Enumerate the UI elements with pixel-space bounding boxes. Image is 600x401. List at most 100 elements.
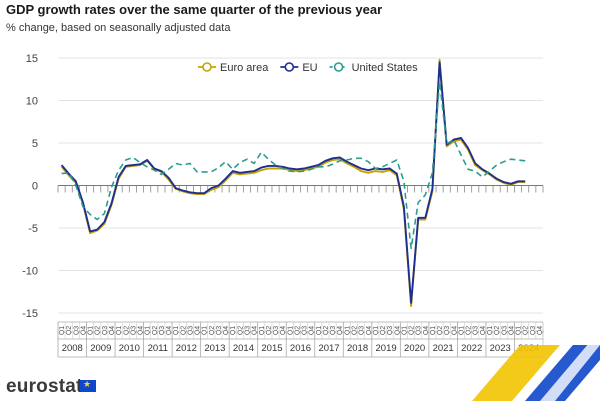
quarter-label: Q1 [516, 326, 523, 335]
quarter-label: Q4 [451, 326, 458, 335]
year-label: 2009 [90, 343, 111, 354]
quarter-label: Q3 [102, 326, 109, 335]
year-label: 2016 [290, 343, 311, 354]
quarter-label: Q2 [66, 326, 73, 335]
year-label: 2023 [490, 343, 511, 354]
quarter-label: Q3 [130, 326, 137, 335]
legend-item-united-states: United States [329, 62, 419, 74]
year-label: 2017 [318, 343, 339, 354]
quarter-label: Q3 [216, 326, 223, 335]
y-tick-label: -5 [28, 223, 38, 235]
quarter-label: Q1 [230, 326, 237, 335]
quarter-label: Q4 [366, 326, 373, 335]
quarter-label: Q3 [501, 326, 508, 335]
year-label: 2013 [204, 343, 225, 354]
quarter-label: Q2 [266, 326, 273, 335]
quarter-label: Q1 [202, 326, 209, 335]
quarter-label: Q1 [116, 326, 123, 335]
year-label: 2018 [347, 343, 368, 354]
quarter-label: Q3 [444, 326, 451, 335]
quarter-label: Q3 [387, 326, 394, 335]
y-tick-label: 15 [26, 53, 38, 65]
year-label: 2012 [176, 343, 197, 354]
year-label: 2010 [119, 343, 140, 354]
eu-flag-icon [80, 379, 96, 392]
quarter-label: Q1 [430, 326, 437, 335]
y-tick-label: 0 [32, 181, 38, 193]
legend-label: Euro area [220, 62, 269, 74]
year-label: 2011 [148, 343, 168, 354]
quarter-label: Q2 [237, 326, 244, 335]
quarter-label: Q1 [259, 326, 266, 335]
quarter-label: Q3 [73, 326, 80, 335]
y-tick-label: 10 [26, 96, 38, 108]
quarter-label: Q3 [159, 326, 166, 335]
quarter-label: Q4 [280, 326, 287, 335]
quarter-label: Q4 [394, 326, 401, 335]
quarter-label: Q4 [109, 326, 116, 335]
quarter-label: Q2 [180, 326, 187, 335]
quarter-label: Q1 [316, 326, 323, 335]
quarter-label: Q2 [351, 326, 358, 335]
quarter-label: Q4 [223, 326, 230, 335]
legend-marker [333, 62, 344, 72]
quarter-label: Q3 [273, 326, 280, 335]
quarter-label: Q2 [523, 326, 530, 335]
year-label: 2021 [433, 343, 454, 354]
quarter-label: Q2 [380, 326, 387, 335]
series-line-eu [60, 61, 526, 304]
y-tick-label: 5 [32, 138, 38, 150]
year-label: 2020 [404, 343, 425, 354]
legend-item-eu: EU [280, 62, 318, 74]
quarter-label: Q4 [508, 326, 515, 335]
quarter-label: Q3 [359, 326, 366, 335]
series-line-united-states [61, 81, 526, 250]
chart-subtitle: % change, based on seasonally adjusted d… [6, 22, 231, 34]
quarter-label: Q4 [337, 326, 344, 335]
chart-title: GDP growth rates over the same quarter o… [6, 2, 383, 17]
quarter-label: Q1 [59, 326, 66, 335]
quarter-label: Q2 [437, 326, 444, 335]
legend-label: EU [302, 62, 317, 74]
quarter-label: Q4 [423, 326, 430, 335]
quarter-label: Q1 [373, 326, 380, 335]
quarter-label: Q1 [458, 326, 465, 335]
y-tick-label: -10 [22, 266, 38, 278]
quarter-label: Q1 [173, 326, 180, 335]
quarter-label: Q2 [209, 326, 216, 335]
quarter-label: Q3 [473, 326, 480, 335]
legend-item-euro-area: Euro area [198, 62, 269, 74]
quarter-label: Q2 [152, 326, 159, 335]
quarter-label: Q3 [530, 326, 537, 335]
quarter-label: Q3 [416, 326, 423, 335]
quarter-label: Q4 [195, 326, 202, 335]
decor-white-stripe [540, 330, 600, 401]
quarter-label: Q1 [487, 326, 494, 335]
quarter-label: Q3 [245, 326, 252, 335]
eurostat-logo: eurostat [6, 376, 83, 397]
quarter-label: Q2 [494, 326, 501, 335]
quarter-label: Q2 [409, 326, 416, 335]
quarter-label: Q4 [309, 326, 316, 335]
quarter-label: Q1 [88, 326, 95, 335]
decor-yellow-stripe [472, 345, 560, 401]
quarter-label: Q1 [145, 326, 152, 335]
quarter-label: Q2 [323, 326, 330, 335]
quarter-label: Q1 [401, 326, 408, 335]
quarter-label: Q4 [138, 326, 145, 335]
legend-label: United States [352, 62, 419, 74]
quarter-label: Q2 [123, 326, 130, 335]
quarter-label: Q4 [252, 326, 259, 335]
y-tick-label: -15 [22, 308, 38, 320]
quarter-label: Q2 [466, 326, 473, 335]
year-label: 2008 [62, 343, 83, 354]
legend-marker [202, 62, 212, 72]
quarter-label: Q3 [330, 326, 337, 335]
year-label: 2019 [376, 343, 397, 354]
year-label: 2022 [461, 343, 482, 354]
year-label: 2015 [261, 343, 282, 354]
year-label: 2014 [233, 343, 254, 354]
series-line-euro-area [60, 58, 526, 308]
quarter-label: Q4 [537, 326, 544, 335]
quarter-label: Q4 [166, 326, 173, 335]
